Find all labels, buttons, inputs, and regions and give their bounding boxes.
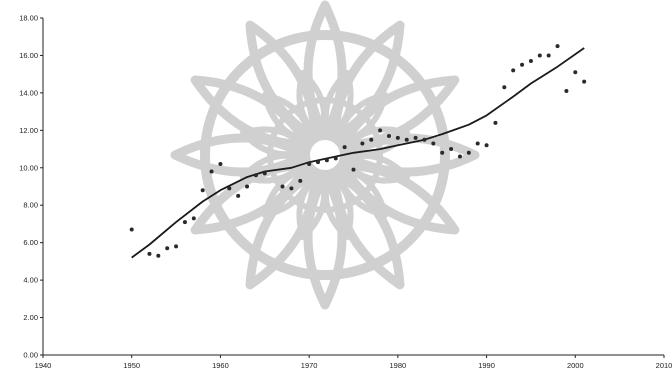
x-tick-label: 1980 (390, 361, 407, 370)
y-tick-label: 2.00 (23, 313, 38, 322)
x-tick-label: 2010 (656, 361, 672, 370)
data-point (511, 68, 516, 73)
data-point (369, 137, 374, 142)
data-point (528, 59, 533, 64)
data-point (351, 167, 356, 172)
data-point (182, 220, 187, 225)
data-point (537, 53, 542, 58)
x-axis-ticks: 1940 1950 1960 1970 1980 1990 2000 2010 (35, 355, 672, 370)
data-point (209, 169, 214, 174)
data-point (520, 62, 525, 67)
data-point (555, 44, 560, 49)
data-point (484, 143, 489, 148)
data-point (262, 171, 267, 176)
x-tick-label: 2000 (567, 361, 584, 370)
data-point (546, 53, 551, 58)
x-tick-label: 1940 (35, 361, 52, 370)
data-point (227, 186, 232, 191)
watermark-petal (296, 69, 328, 141)
data-point (289, 186, 294, 191)
data-point (280, 184, 285, 189)
data-point (573, 70, 578, 75)
data-point (307, 162, 312, 167)
data-point (386, 133, 391, 138)
data-point (457, 154, 462, 159)
data-point (174, 244, 179, 249)
y-tick-label: 12.00 (19, 126, 38, 135)
data-point (360, 141, 365, 146)
points-layer (129, 44, 587, 258)
data-point (440, 150, 445, 155)
y-tick-label: 4.00 (23, 276, 38, 285)
data-point (191, 216, 196, 221)
y-tick-label: 10.00 (19, 163, 38, 172)
data-point (147, 251, 152, 256)
data-point (431, 141, 436, 146)
data-point (165, 246, 170, 251)
data-point (502, 85, 507, 90)
data-point (564, 89, 569, 94)
data-point (342, 145, 347, 150)
y-tick-label: 14.00 (19, 88, 38, 97)
data-point (236, 193, 241, 198)
data-point (200, 188, 205, 193)
watermark-rosette-icon (170, 0, 480, 310)
data-point (324, 158, 329, 163)
data-point (253, 173, 258, 178)
data-point (422, 137, 427, 142)
y-tick-label: 16.00 (19, 51, 38, 60)
y-tick-label: 6.00 (23, 238, 38, 247)
x-tick-label: 1990 (478, 361, 495, 370)
data-point (156, 253, 161, 258)
x-tick-label: 1970 (301, 361, 318, 370)
data-point (218, 162, 223, 167)
data-point (129, 227, 134, 232)
data-point (316, 160, 321, 165)
data-point (413, 135, 418, 140)
data-point (475, 141, 480, 146)
data-point (404, 137, 409, 142)
y-axis-ticks: 0.00 2.00 4.00 6.00 8.00 10.00 12.00 14.00 16.00… (19, 14, 43, 360)
y-tick-label: 0.00 (23, 351, 38, 360)
watermark-petal (245, 20, 320, 143)
y-tick-label: 18.00 (19, 14, 38, 23)
x-tick-label: 1960 (212, 361, 229, 370)
trend-layer (131, 47, 585, 259)
x-tick-label: 1950 (123, 361, 140, 370)
data-point (395, 135, 400, 140)
data-point (298, 178, 303, 183)
data-point (245, 184, 250, 189)
y-tick-label: 8.00 (23, 201, 38, 210)
data-point (493, 120, 498, 125)
data-point (466, 150, 471, 155)
data-point (449, 147, 454, 152)
axes (42, 18, 664, 356)
data-point (333, 156, 338, 161)
trend-line (131, 47, 585, 259)
data-point (378, 128, 383, 133)
data-point (582, 79, 587, 84)
